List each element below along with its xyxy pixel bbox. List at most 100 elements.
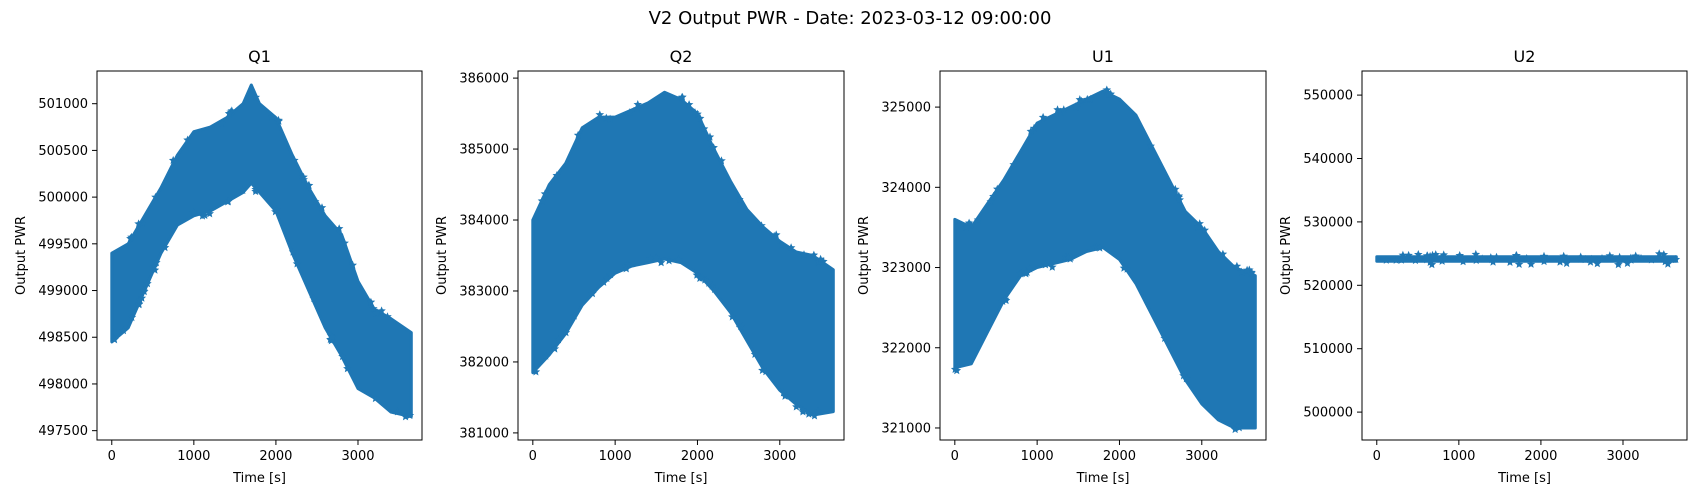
data-point <box>1512 251 1521 260</box>
data-point <box>695 273 705 282</box>
x-tick-label: 1000 <box>1021 449 1054 464</box>
data-point <box>678 92 687 101</box>
data-point <box>1562 258 1571 268</box>
data-point <box>1526 259 1536 268</box>
scatter-band <box>110 83 413 419</box>
data-point <box>1404 250 1413 259</box>
data-point <box>1048 262 1057 271</box>
data-point <box>1174 192 1183 201</box>
data-point <box>735 195 744 204</box>
data-point <box>799 250 809 259</box>
data-point <box>299 175 308 184</box>
data-point <box>779 388 788 397</box>
data-point <box>1647 255 1656 264</box>
y-tick-label: 499000 <box>38 284 88 299</box>
data-point <box>1247 269 1256 278</box>
y-tick-label: 501000 <box>38 97 88 112</box>
x-tick-label: 1000 <box>599 449 632 464</box>
data-point <box>1422 255 1432 264</box>
data-point <box>1059 105 1068 114</box>
data-point <box>343 364 352 373</box>
data-point <box>786 243 796 252</box>
data-point <box>292 259 302 268</box>
data-point <box>804 409 814 418</box>
data-point <box>310 197 320 206</box>
data-point <box>1095 243 1104 252</box>
x-tick-label: 0 <box>529 449 537 464</box>
y-tick-label: 510000 <box>1303 342 1353 357</box>
x-tick-label: 2000 <box>1103 449 1136 464</box>
data-point <box>750 349 760 358</box>
y-tick-label: 500500 <box>38 144 88 159</box>
data-point <box>1471 249 1481 258</box>
data-point <box>973 215 983 224</box>
data-point <box>151 192 160 201</box>
data-point <box>1671 255 1681 264</box>
x-tick-label: 1000 <box>1442 449 1475 464</box>
data-point <box>393 407 402 416</box>
data-point <box>251 92 261 101</box>
data-point <box>1056 107 1065 116</box>
data-point <box>550 344 560 353</box>
x-tick-label: 1000 <box>177 449 210 464</box>
data-point <box>1659 250 1669 259</box>
subplot-title: Q2 <box>670 47 693 66</box>
data-point <box>1559 251 1568 260</box>
subplot-title: Q1 <box>248 47 271 66</box>
data-point <box>1655 249 1664 258</box>
data-point <box>656 258 666 267</box>
x-tick-label: 0 <box>1373 449 1381 464</box>
data-point <box>1555 257 1565 266</box>
data-point <box>606 270 615 279</box>
data-point <box>1106 89 1115 98</box>
data-point <box>189 208 199 217</box>
subplot-title: U1 <box>1092 47 1114 66</box>
data-point <box>1041 260 1050 269</box>
y-tick-label: 530000 <box>1303 215 1353 230</box>
y-tick-label: 385000 <box>459 143 509 158</box>
data-point <box>1021 269 1031 278</box>
y-tick-label: 499500 <box>38 237 88 252</box>
data-point <box>633 104 642 113</box>
data-point <box>710 284 719 293</box>
data-point <box>1009 160 1018 169</box>
data-point <box>1146 141 1155 150</box>
data-point <box>537 196 547 205</box>
data-point <box>1230 424 1240 434</box>
scatter-series <box>1375 249 1681 269</box>
x-axis-label: Time [s] <box>232 471 286 486</box>
x-tick-label: 3000 <box>1185 449 1218 464</box>
data-point <box>1064 253 1073 262</box>
data-point <box>110 335 119 344</box>
data-point <box>1539 257 1549 266</box>
x-tick-label: 0 <box>951 449 959 464</box>
data-point <box>1458 257 1468 266</box>
data-point <box>1398 250 1408 259</box>
data-point <box>274 116 284 125</box>
data-point <box>224 196 233 206</box>
data-point <box>633 100 642 109</box>
data-point <box>1179 371 1188 380</box>
data-point <box>602 274 612 283</box>
subplot-q1: 0 1000 2000 3000 497500 498000 498500 499000 499… <box>14 47 423 486</box>
axes-frame <box>517 70 845 441</box>
scatter-band <box>953 89 1257 430</box>
scatter-band <box>531 90 835 417</box>
data-point <box>705 132 715 141</box>
data-point <box>1477 254 1487 263</box>
data-point <box>1411 256 1420 265</box>
data-point <box>1597 254 1607 263</box>
figure-title: V2 Output PWR - Date: 2023-03-12 09:00:0… <box>648 8 1052 29</box>
data-point <box>552 171 561 180</box>
data-point <box>622 264 631 273</box>
data-point <box>1232 261 1242 270</box>
data-point <box>143 279 152 288</box>
subplot-q2: 0 1000 2000 3000 381000 382000 383000 384000 385… <box>435 47 845 486</box>
data-point <box>340 238 349 247</box>
y-tick-label: 324000 <box>881 181 931 196</box>
data-point <box>1415 253 1424 262</box>
y-tick-label: 323000 <box>881 261 931 276</box>
data-point <box>1038 112 1048 121</box>
data-point <box>957 220 966 229</box>
data-point <box>652 253 661 262</box>
